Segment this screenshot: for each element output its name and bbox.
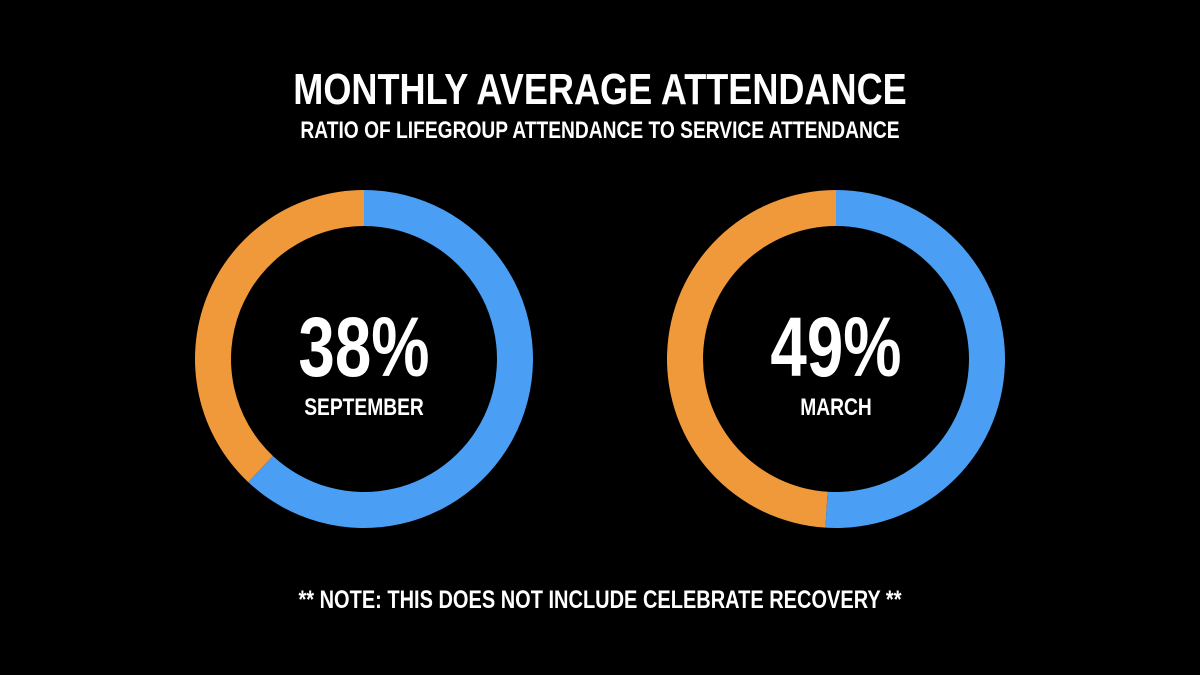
donut-chart-september: 38% SEPTEMBER [194,189,534,529]
month-caption: SEPTEMBER [304,394,424,421]
donut-svg [667,190,1006,528]
lifegroup-slice [667,190,836,528]
lifegroup-slice [194,190,364,483]
donut-svg [194,190,534,528]
footnote: ** NOTE: THIS DOES NOT INCLUDE CELEBRATE… [298,586,902,614]
center-percentage-label: 49% [770,300,902,394]
chart-title: MONTHLY AVERAGE ATTENDANCE [293,65,907,114]
center-percentage-label: 38% [298,300,430,394]
service-slice [825,190,1006,528]
donut-chart-march: 49% MARCH [666,189,1006,529]
month-caption: MARCH [800,394,872,421]
chart-subtitle: RATIO OF LIFEGROUP ATTENDANCE TO SERVICE… [300,117,900,144]
service-slice [248,190,534,528]
